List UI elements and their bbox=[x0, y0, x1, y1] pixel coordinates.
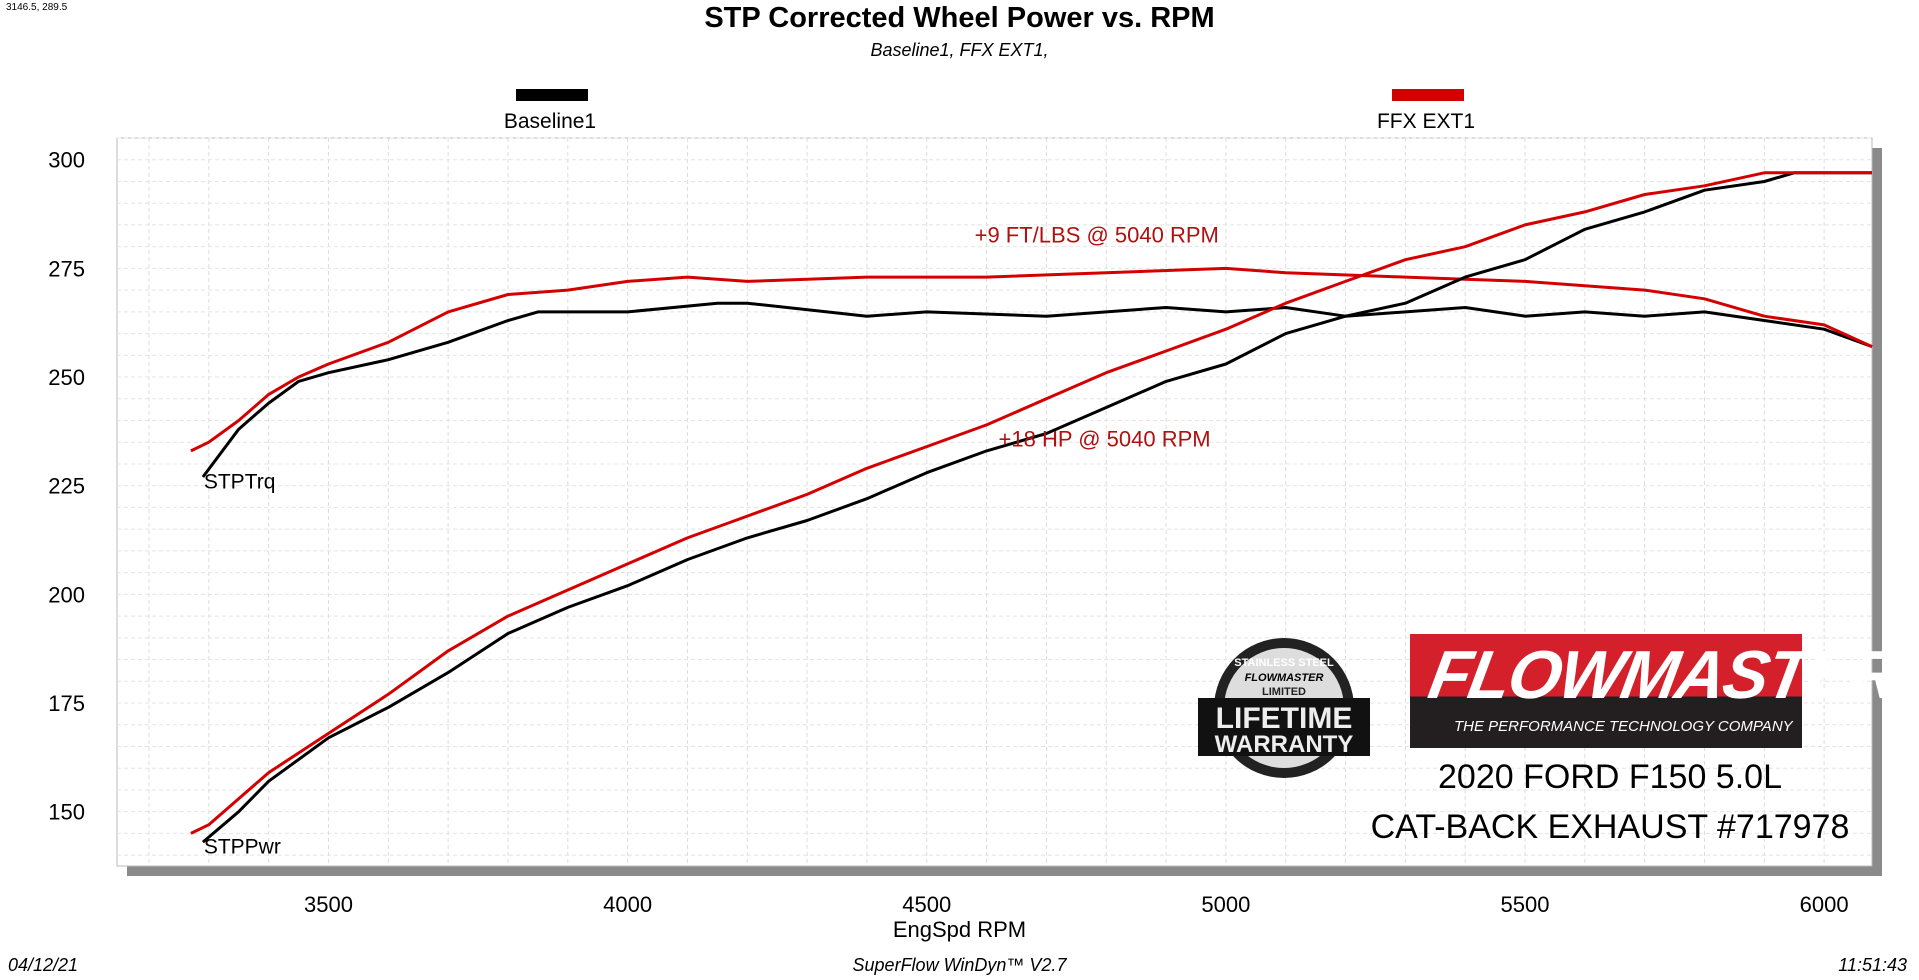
footer-time: 11:51:43 bbox=[1838, 955, 1907, 975]
flowmaster-logo: FLOWMASTER THE PERFORMANCE TECHNOLOGY CO… bbox=[1410, 634, 1904, 748]
series-line-stppwr-ffx-ext1 bbox=[190, 171, 1872, 835]
warranty-logo: STAINLESS STEEL FLOWMASTER LIMITED LIFET… bbox=[1196, 636, 1372, 781]
footer-date: 04/12/21 bbox=[8, 955, 79, 975]
y-tick-label: 175 bbox=[48, 691, 85, 716]
y-tick-label: 250 bbox=[48, 365, 85, 390]
chart-title: STP Corrected Wheel Power vs. RPM bbox=[704, 2, 1215, 34]
x-tick-label: 5000 bbox=[1201, 892, 1250, 917]
y-tick-label: 275 bbox=[48, 256, 85, 281]
svg-text:FLOWMASTER: FLOWMASTER bbox=[1245, 672, 1324, 684]
legend-label-baseline1: Baseline1 bbox=[503, 110, 597, 133]
series-line-stptrq-ffx-ext1 bbox=[190, 266, 1873, 453]
svg-text:LIFETIME: LIFETIME bbox=[1216, 702, 1353, 735]
x-tick-label: 5500 bbox=[1501, 892, 1550, 917]
x-axis-label: EngSpd RPM bbox=[892, 917, 1027, 942]
svg-text:WARRANTY: WARRANTY bbox=[1215, 731, 1354, 758]
y-tick-label: 150 bbox=[48, 800, 85, 825]
x-tick-label: 6000 bbox=[1800, 892, 1849, 917]
curve-label: STPPwr bbox=[204, 835, 281, 858]
legend-swatch-baseline1 bbox=[516, 89, 588, 101]
annotation: +18 HP @ 5040 RPM bbox=[999, 427, 1211, 452]
y-tick-label: 200 bbox=[48, 582, 85, 607]
x-tick-label: 4500 bbox=[902, 892, 951, 917]
svg-text:LIMITED: LIMITED bbox=[1262, 686, 1306, 698]
chart-subtitle: Baseline1, FFX EXT1, bbox=[870, 40, 1049, 60]
brand-name: FLOWMASTER bbox=[1423, 637, 1904, 713]
vehicle-label: 2020 FORD F150 5.0L bbox=[1438, 758, 1782, 796]
legend-label-ffx-ext1: FFX EXT1 bbox=[1376, 110, 1476, 133]
legend-swatch-ffx-ext1 bbox=[1392, 89, 1464, 101]
y-tick-label: 225 bbox=[48, 474, 85, 499]
part-label: CAT-BACK EXHAUST #717978 bbox=[1370, 808, 1850, 846]
annotation: +9 FT/LBS @ 5040 RPM bbox=[975, 222, 1219, 247]
x-tick-label: 4000 bbox=[603, 892, 652, 917]
curve-label: STPTrq bbox=[204, 470, 276, 493]
series-line-stptrq-baseline1 bbox=[201, 301, 1873, 478]
y-tick-label: 300 bbox=[48, 148, 85, 173]
x-tick-label: 3500 bbox=[304, 892, 353, 917]
footer-app-version: SuperFlow WinDyn™ V2.7 bbox=[852, 955, 1067, 975]
cursor-readout: 3146.5, 289.5 bbox=[6, 2, 68, 13]
series-line-stppwr-baseline1 bbox=[201, 171, 1872, 844]
svg-text:STAINLESS STEEL: STAINLESS STEEL bbox=[1234, 657, 1334, 669]
brand-tagline: THE PERFORMANCE TECHNOLOGY COMPANY bbox=[1454, 718, 1793, 735]
